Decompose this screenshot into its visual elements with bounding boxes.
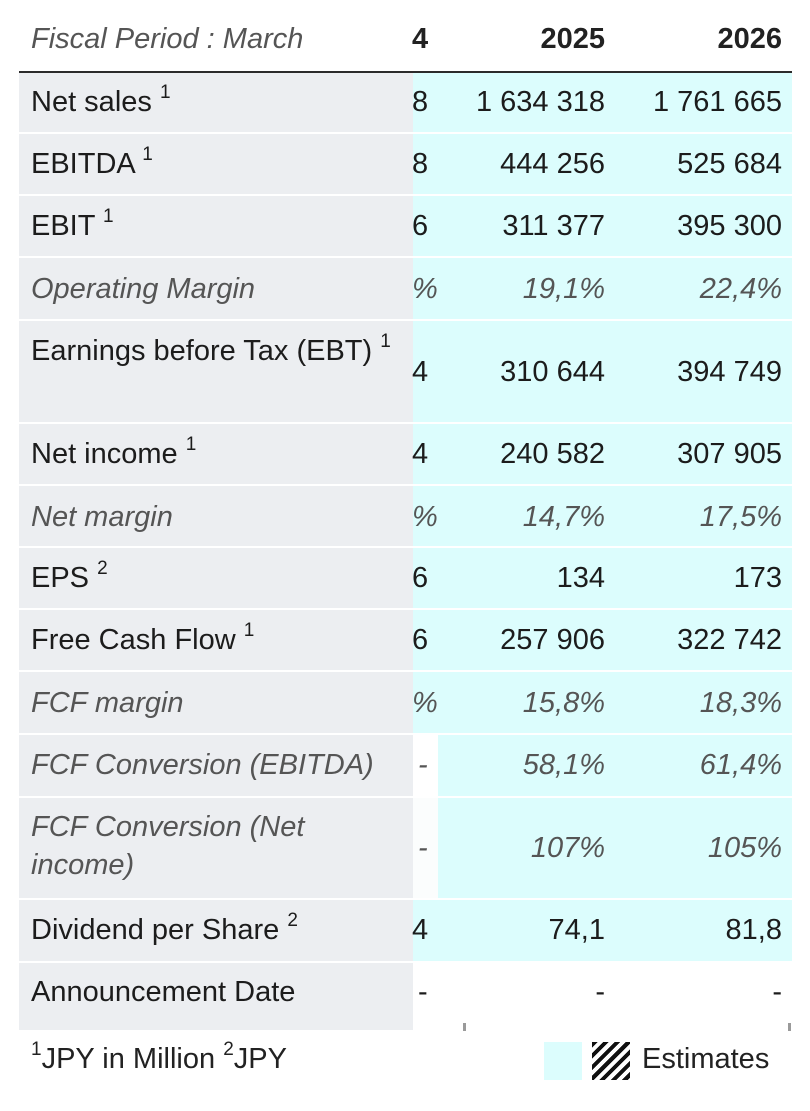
value-2026: 307 905 [677, 438, 782, 470]
value-prev: % [412, 501, 437, 533]
row-label: EBIT 1 [31, 206, 114, 242]
value-prev: % [412, 273, 437, 305]
row-divider [19, 898, 792, 900]
value-2026: 1 761 665 [652, 86, 782, 118]
row-label: FCF Conversion (EBITDA) [31, 749, 374, 781]
blank-cell [413, 797, 438, 899]
value-2026: 173 [733, 562, 782, 594]
value-prev: - [418, 976, 428, 1008]
value-2025: 1 634 318 [475, 86, 605, 118]
value-2026: 105% [707, 832, 782, 864]
row-label: Announcement Date [31, 976, 296, 1008]
row-divider [19, 319, 792, 321]
row-label: Dividend per Share 2 [31, 910, 298, 946]
row-label: Operating Margin [31, 273, 256, 305]
value-prev: - [418, 749, 428, 781]
row-label: Earnings before Tax (EBT) 1 [31, 331, 391, 367]
value-prev: 4 [412, 438, 429, 470]
value-2025: 74,1 [548, 914, 605, 946]
value-prev: 4 [412, 356, 429, 388]
fiscal-period-label: Fiscal Period : March [31, 23, 304, 55]
value-2026: 394 749 [677, 356, 782, 388]
scroll-tick [463, 1023, 466, 1031]
value-prev: % [412, 687, 437, 719]
value-2026: 61,4% [699, 749, 782, 781]
scroll-tick [788, 1023, 791, 1031]
column-header-2026: 2026 [717, 23, 782, 55]
value-prev: 8 [412, 86, 429, 118]
estimates-swatch [544, 1042, 582, 1080]
value-prev: - [418, 832, 428, 864]
row-divider [19, 546, 792, 548]
row-label: EBITDA 1 [31, 144, 153, 180]
row-label: EPS 2 [31, 558, 108, 594]
row-label: FCF Conversion (Net income) [31, 811, 305, 881]
value-prev: 4 [412, 914, 429, 946]
value-2025: 310 644 [500, 356, 605, 388]
value-2026: 17,5% [699, 501, 782, 533]
row-label: Net sales 1 [31, 82, 171, 118]
hatch-pattern-icon [592, 1042, 630, 1080]
value-2025: 15,8% [522, 687, 605, 719]
header-divider [19, 71, 792, 73]
label-column-background [19, 72, 413, 1030]
value-2025: 257 906 [500, 624, 605, 656]
value-2025: 240 582 [500, 438, 605, 470]
row-divider [19, 194, 792, 196]
value-2025: 134 [556, 562, 605, 594]
value-2025: 311 377 [502, 210, 605, 242]
value-2026: 81,8 [725, 914, 782, 946]
value-prev: 8 [412, 148, 429, 180]
value-2026: 395 300 [677, 210, 782, 242]
row-divider [19, 132, 792, 134]
footnote: 1JPY in Million 2JPY [31, 1039, 287, 1075]
row-divider [19, 796, 792, 798]
value-2026: - [772, 976, 782, 1008]
row-label: Free Cash Flow 1 [31, 620, 255, 656]
row-label: Net margin [31, 501, 173, 533]
row-label: FCF margin [31, 687, 184, 719]
row-divider [19, 733, 792, 735]
value-2025: - [595, 976, 605, 1008]
value-prev: 6 [412, 624, 429, 656]
value-2025: 444 256 [500, 148, 605, 180]
estimates-background [413, 72, 792, 962]
value-prev: 6 [412, 562, 429, 594]
legend-label: Estimates [642, 1043, 770, 1075]
value-2026: 18,3% [699, 687, 782, 719]
value-2026: 22,4% [699, 273, 782, 305]
row-divider [19, 670, 792, 672]
column-header-2025: 2025 [540, 23, 605, 55]
value-2025: 58,1% [522, 749, 605, 781]
value-2026: 525 684 [677, 148, 782, 180]
value-2025: 19,1% [522, 273, 605, 305]
value-2025: 107% [530, 832, 605, 864]
value-2026: 322 742 [677, 624, 782, 656]
blank-cell [413, 734, 438, 797]
value-2025: 14,7% [522, 501, 605, 533]
row-divider [19, 256, 792, 258]
row-divider [19, 961, 792, 963]
value-prev: 6 [412, 210, 429, 242]
row-divider [19, 608, 792, 610]
row-divider [19, 484, 792, 486]
column-header-prev: 4 [412, 23, 429, 55]
row-label: Net income 1 [31, 434, 197, 470]
row-divider [19, 422, 792, 424]
